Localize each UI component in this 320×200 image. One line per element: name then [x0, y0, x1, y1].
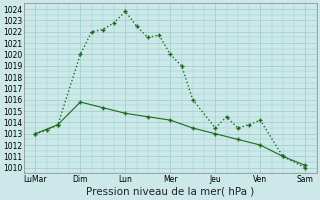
X-axis label: Pression niveau de la mer( hPa ): Pression niveau de la mer( hPa ) — [86, 187, 254, 197]
